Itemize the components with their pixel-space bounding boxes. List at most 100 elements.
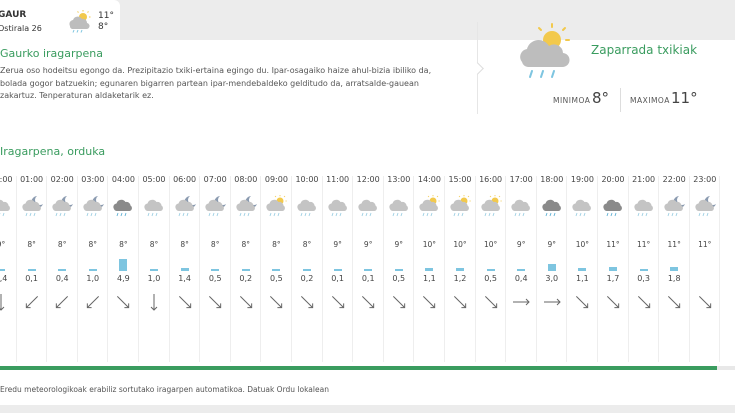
hour-label: 02:00 — [50, 175, 74, 184]
hour-label: 14:00 — [417, 175, 441, 184]
hour-column: 17:00 9° 0,4 — [506, 172, 537, 368]
hour-label: 17:00 — [509, 175, 533, 184]
hour-column: 22:00 11° 1,8 — [659, 172, 690, 368]
sun-cloud-icon — [480, 195, 502, 217]
sun-cloud-icon — [450, 195, 471, 217]
hour-temp: 10° — [422, 240, 437, 249]
hour-temp: 8° — [241, 240, 251, 249]
column-divider — [352, 176, 354, 362]
hour-rain: 1,1 — [576, 274, 589, 283]
hour-label: 18:00 — [540, 175, 564, 184]
wind-arrow-icon — [392, 295, 405, 309]
hour-column: 13:00 9° 0,5 — [384, 172, 415, 368]
column-divider — [76, 176, 78, 362]
column-divider — [15, 176, 17, 362]
hour-column: 18:00 9° 3,0 — [537, 172, 568, 368]
hour-label: 20:00 — [601, 175, 625, 184]
hour-temp: 11° — [606, 240, 620, 249]
moon-cloud-icon — [174, 196, 196, 217]
hour-label: 11:00 — [326, 175, 350, 184]
hour-temp: 9° — [547, 240, 557, 249]
hour-column: 23:00 11° — [690, 172, 721, 368]
wind-arrow-icon — [606, 295, 620, 309]
wind-arrow-icon — [56, 295, 69, 309]
rain-bar — [150, 268, 158, 271]
hour-temp: 8° — [210, 240, 220, 249]
hour-label: 08:00 — [234, 175, 258, 184]
moon-cloud-icon — [236, 196, 257, 217]
hour-label: 04:00 — [111, 175, 135, 184]
rain-bar — [58, 269, 67, 271]
moon-cloud-icon — [205, 196, 227, 217]
hour-temp: 9° — [394, 240, 404, 249]
divider — [620, 88, 621, 112]
hour-column: 08:00 8° 0,2 — [231, 172, 262, 368]
hour-temp: 8° — [149, 240, 159, 249]
hour-rain: 1,7 — [606, 274, 620, 283]
hour-column: 04:00 8° 4,9 — [108, 172, 139, 368]
wind-arrow-icon — [150, 294, 158, 311]
tab-today[interactable]: GAUR Ostirala 26 11° 8° — [0, 0, 120, 42]
hour-rain: 4,9 — [117, 274, 130, 283]
cloud-rain-icon — [144, 199, 163, 217]
hour-rain: 0,5 — [270, 274, 283, 283]
wind-arrow-icon — [209, 295, 222, 309]
wind-arrow-icon — [300, 295, 314, 309]
heavy-rain-icon — [603, 199, 622, 217]
forecast-card — [0, 40, 735, 405]
today-forecast-title: Gaurko iragarpena — [0, 47, 103, 60]
hour-label: 22:00 — [662, 175, 686, 184]
rain-bar — [425, 268, 434, 271]
max-temp-label: MAXIMOA — [630, 96, 670, 105]
hour-temp: 9° — [516, 240, 526, 249]
sun-cloud-rain-icon — [520, 23, 570, 78]
hour-temp: 8° — [57, 240, 67, 249]
hour-temp: 9° — [333, 240, 342, 249]
hour-column: 09:00 8° 0,5 — [261, 172, 292, 368]
hour-column: 10:00 8° 0,2 — [292, 172, 323, 368]
hour-label: 00:00 — [0, 175, 13, 184]
cloud-rain-icon — [633, 199, 653, 217]
column-divider — [627, 176, 629, 362]
hour-temp: 10° — [575, 240, 590, 249]
wind-arrow-icon — [513, 298, 530, 306]
column-divider — [321, 176, 323, 362]
rain-bar — [272, 269, 281, 271]
hour-rain: 0,2 — [239, 274, 253, 283]
wind-arrow-icon — [484, 295, 497, 309]
tab-date-label: Ostirala 26 — [0, 24, 42, 33]
hour-rain: 0,1 — [25, 274, 38, 283]
hour-label: 13:00 — [387, 175, 411, 184]
hour-rain: 0,5 — [208, 274, 222, 283]
hour-temp: 11° — [636, 240, 651, 249]
hour-label: 15:00 — [448, 175, 472, 184]
rain-bar — [88, 268, 97, 271]
hour-rain: 1,2 — [453, 274, 467, 283]
moon-cloud-icon — [21, 196, 43, 217]
wind-arrow-icon — [698, 295, 711, 309]
hour-label: 16:00 — [479, 175, 503, 184]
wind-arrow-icon — [239, 295, 252, 309]
hour-column: 16:00 10° 0,5 — [476, 172, 507, 368]
column-divider — [290, 176, 292, 362]
rain-bar — [27, 269, 36, 271]
hour-temp: 10° — [453, 240, 467, 249]
sun-cloud-icon — [419, 195, 441, 217]
tab-max-temp: 11° — [98, 11, 114, 21]
hour-label: 12:00 — [356, 175, 380, 184]
hour-rain: 0,5 — [392, 274, 406, 283]
scroll-progress-bar — [0, 366, 717, 370]
hour-label: 06:00 — [173, 175, 197, 184]
hour-rain: 0,1 — [361, 274, 375, 283]
rain-bar — [670, 266, 679, 271]
hour-label: 21:00 — [632, 175, 656, 184]
hour-column: 02:00 8° 0,4 — [47, 172, 78, 368]
min-temp-label: MINIMOA — [553, 96, 591, 105]
column-divider — [382, 176, 384, 362]
column-divider — [443, 176, 445, 362]
hour-column: 00:00 9° 0,4 — [0, 172, 17, 368]
condition-label: Zaparrada txikiak — [591, 43, 698, 57]
wind-arrow-icon — [270, 295, 283, 309]
hour-column: 15:00 10° 1,2 — [445, 172, 476, 368]
wind-arrow-icon — [25, 295, 38, 309]
